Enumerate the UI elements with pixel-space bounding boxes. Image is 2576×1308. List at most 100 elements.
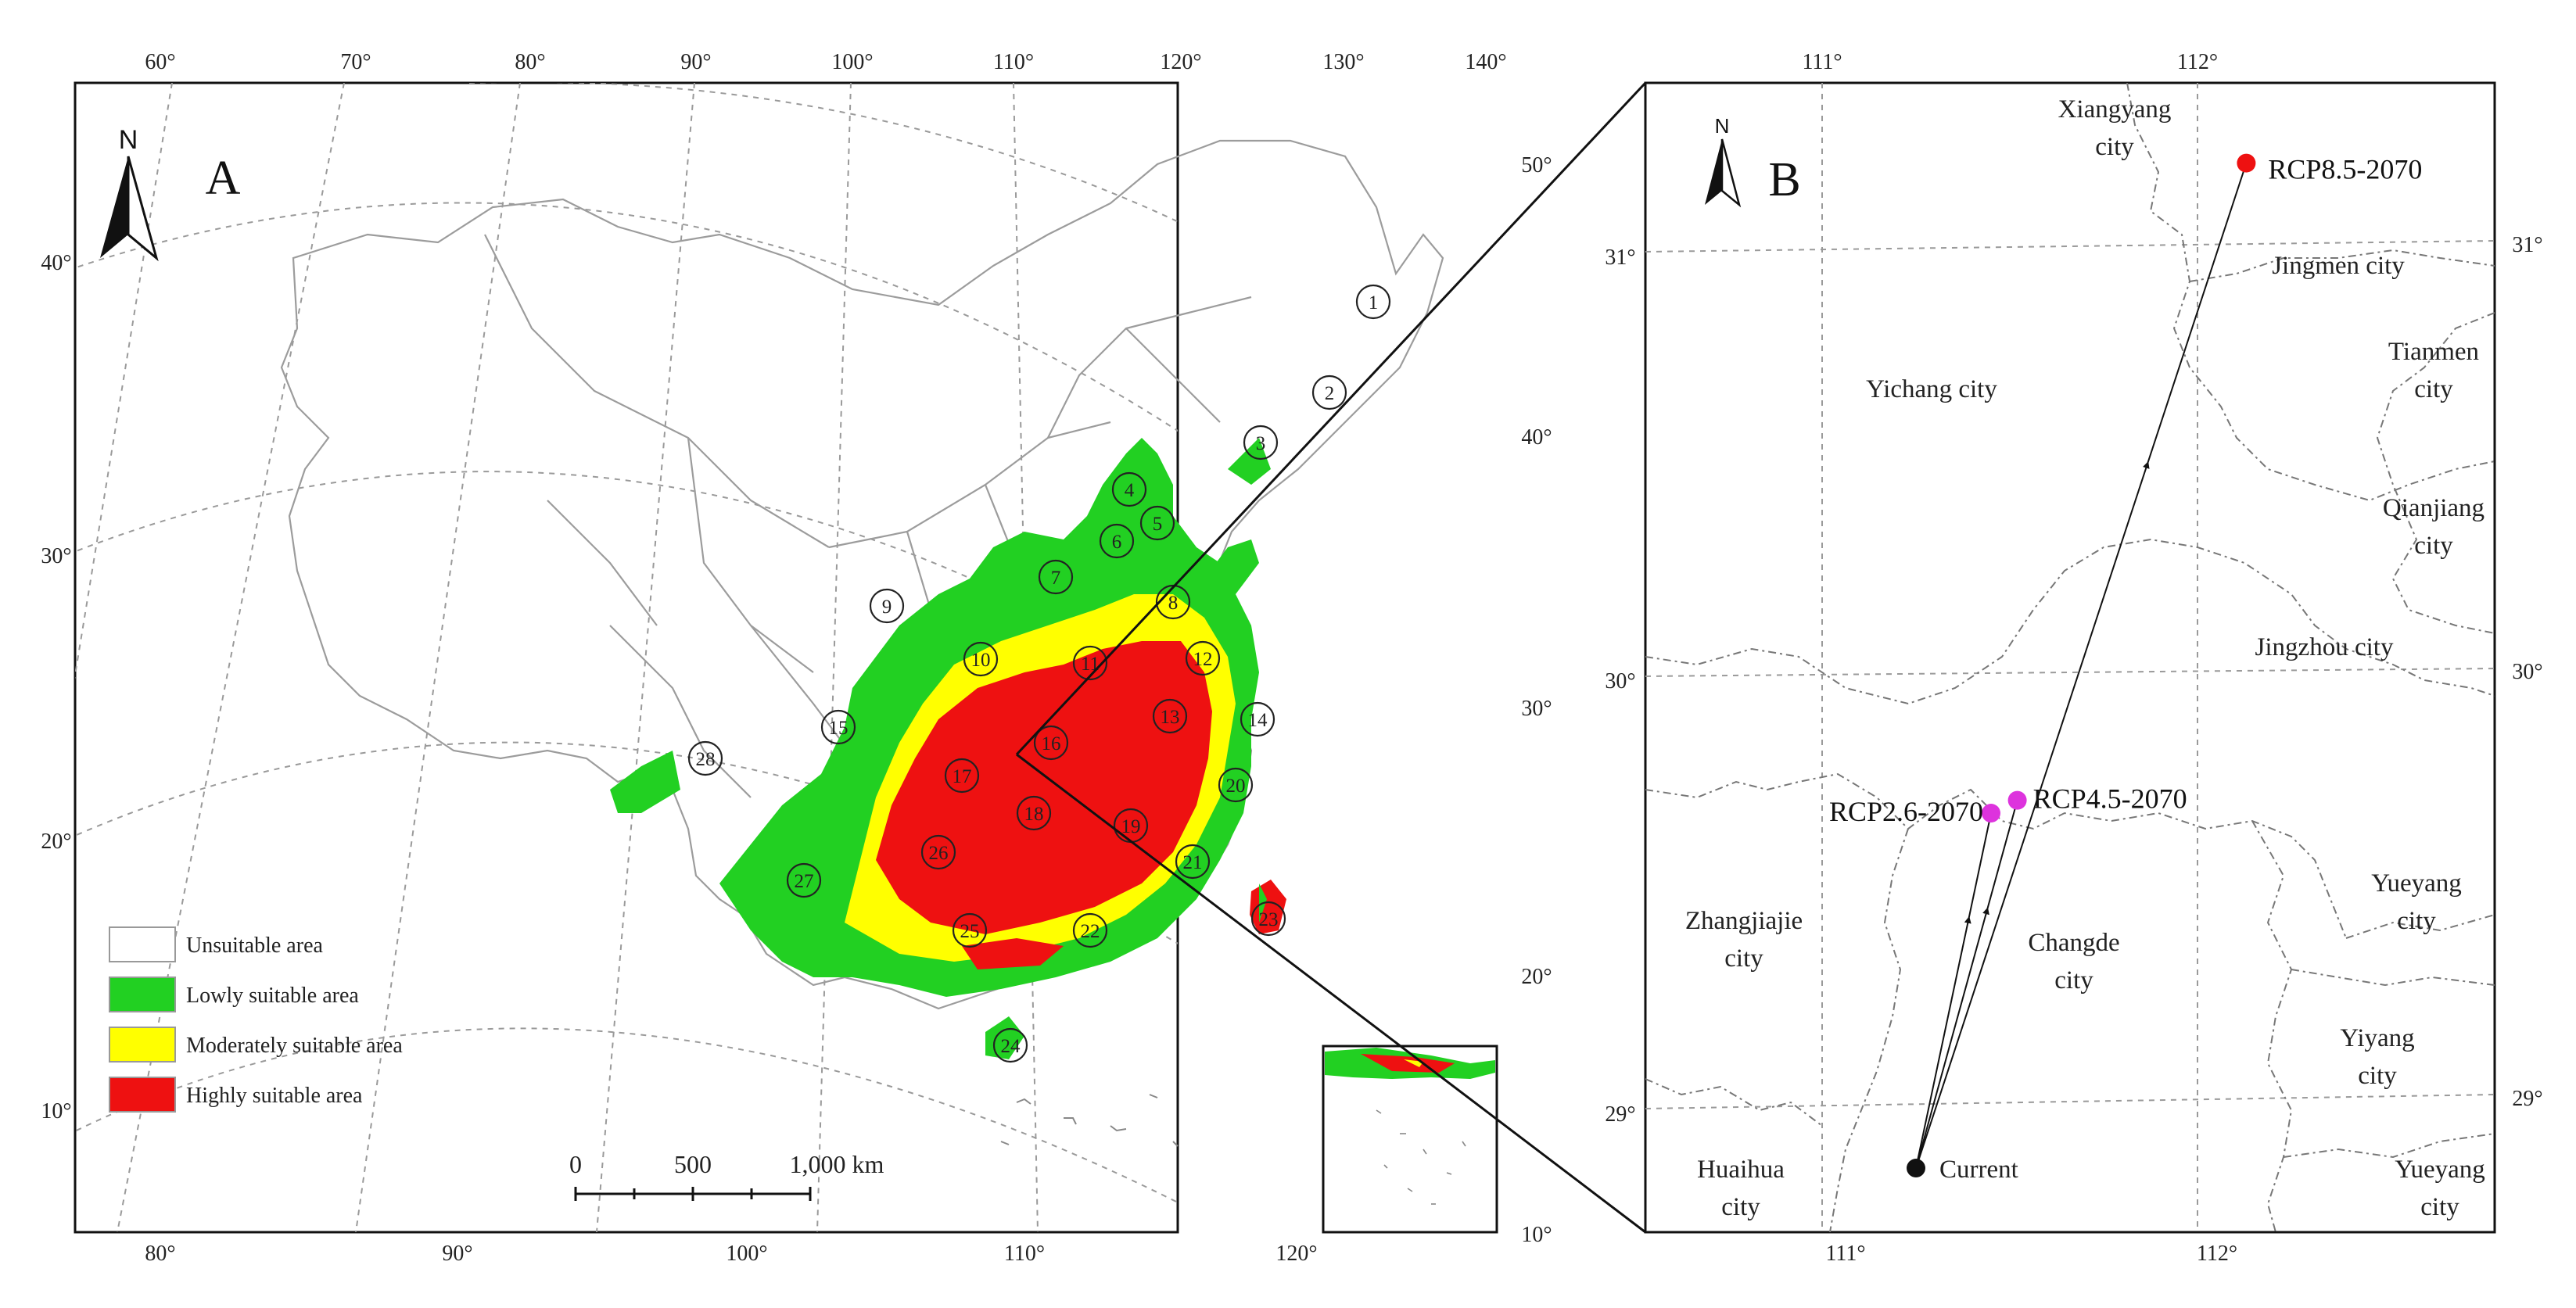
city-label-tianmen-suffix: city (2414, 375, 2453, 403)
site-circle (1240, 701, 1275, 737)
north-label-a: N (119, 125, 138, 155)
site-circle (1111, 471, 1147, 507)
lowly-suitable-zone (1204, 539, 1259, 594)
lon-ticks-b: 111° 112° 111° 112° (1802, 50, 2237, 1266)
site-circle (1311, 374, 1347, 410)
centroid-label: Current (1939, 1156, 2018, 1184)
city-label-yiyang: Yiyang (2340, 1024, 2414, 1052)
site-circle (1175, 844, 1211, 880)
site-number: 19 (1121, 816, 1141, 837)
lat-tick: 30° (1605, 669, 1635, 693)
site-marker-22: 22 (1072, 912, 1108, 948)
legend-swatch (109, 1027, 176, 1063)
site-circle (1072, 645, 1108, 681)
site-circle (1243, 425, 1279, 460)
legend-swatch (109, 977, 176, 1012)
site-number: 23 (1259, 909, 1279, 930)
lon-tick: 70° (340, 50, 371, 74)
scale-label-500: 500 (674, 1150, 712, 1178)
site-number: 25 (960, 921, 980, 942)
site-number: 15 (829, 718, 849, 739)
lon-tick: 120° (1275, 1242, 1317, 1266)
site-number: 26 (929, 843, 949, 864)
lon-tick: 100° (726, 1242, 767, 1266)
site-circle (1250, 901, 1286, 937)
site-number: 12 (1193, 649, 1213, 670)
site-marker-9: 9 (869, 588, 905, 624)
lon-tick: 140° (1465, 50, 1506, 74)
site-number: 20 (1226, 776, 1246, 797)
lat-tick: 40° (1521, 425, 1552, 450)
city-label-qianjiang-suffix: city (2414, 532, 2453, 560)
site-marker-12: 12 (1185, 640, 1221, 676)
site-marker-19: 19 (1113, 808, 1149, 844)
site-marker-8: 8 (1155, 584, 1191, 620)
city-label-changde: Changde (2028, 929, 2119, 957)
site-marker-18: 18 (1016, 795, 1052, 831)
lowly-suitable-zone (610, 751, 680, 813)
lon-ticks-bottom-a: 80° 90° 100° 110° 120° (145, 1242, 1317, 1266)
legend-label: Highly suitable area (186, 1084, 363, 1108)
site-circle (963, 641, 999, 677)
centroid-label: RCP8.5-2070 (2268, 154, 2422, 185)
lat-tick: 31° (1605, 245, 1635, 270)
site-marker-28: 28 (687, 740, 723, 776)
centroid-shift-line (1915, 163, 2248, 1169)
site-number: 9 (882, 597, 892, 618)
centroid-label: RCP4.5-2070 (2033, 783, 2187, 815)
site-marker-13: 13 (1152, 698, 1188, 734)
site-number: 16 (1042, 733, 1061, 754)
scale-bar: 0 500 1,000 km (569, 1150, 884, 1201)
lon-tick: 100° (831, 50, 873, 74)
site-marker-10: 10 (963, 641, 999, 677)
site-marker-15: 15 (820, 709, 856, 745)
site-circle (786, 862, 822, 898)
city-label-qianjiang: Qianjiang (2383, 494, 2485, 522)
highly-suitable-zone (1250, 880, 1286, 934)
lat-ticks-right-a: 50° 40° 30° 20° 10° (1521, 153, 1552, 1247)
site-marker-14: 14 (1240, 701, 1275, 737)
site-circle (1155, 584, 1191, 620)
site-marker-11: 11 (1072, 645, 1108, 681)
site-marker-26: 26 (920, 834, 956, 870)
panel-b-letter: B (1768, 153, 1800, 206)
city-label-yueyang-lower: Yueyang (2395, 1156, 2485, 1184)
scale-label-1000: 1,000 km (790, 1150, 884, 1178)
site-circle (820, 709, 856, 745)
site-circle (1355, 284, 1391, 320)
city-label-huaihua: Huaihua (1697, 1156, 1785, 1184)
lat-ticks-b: 31° 30° 29° 31° 30° 29° (1605, 233, 2542, 1127)
site-number: 4 (1125, 480, 1135, 501)
site-marker-25: 25 (952, 912, 988, 948)
site-marker-17: 17 (944, 758, 980, 794)
site-number: 2 (1325, 383, 1335, 404)
site-marker-23: 23 (1250, 901, 1286, 937)
city-label-yueyang-lower-suffix: city (2420, 1193, 2459, 1221)
lat-tick: 10° (1521, 1223, 1552, 1247)
site-circle (1033, 725, 1069, 761)
site-number: 13 (1161, 707, 1180, 728)
graticule-b (1645, 83, 2495, 1232)
city-label-yichang: Yichang city (1866, 375, 1997, 403)
highly-suitable-zone (876, 641, 1212, 934)
zoom-connector-lines (1015, 81, 1647, 1234)
lat-tick: 20° (1521, 965, 1552, 989)
site-marker-27: 27 (786, 862, 822, 898)
site-circle (920, 834, 956, 870)
site-number: 8 (1168, 593, 1179, 614)
city-label-xiangyang: Xiangyang (2058, 95, 2172, 124)
south-china-sea-inset (1322, 1045, 1498, 1234)
legend-entry: Highly suitable area (109, 1077, 363, 1113)
city-label-huaihua-suffix: city (1721, 1193, 1760, 1221)
site-number: 6 (1112, 532, 1122, 553)
lon-ticks-top-a: 60° 70° 80° 90° 100° 110° 120° 130° 140° (145, 50, 1506, 74)
site-circle (952, 912, 988, 948)
site-circle (1038, 559, 1074, 595)
lon-tick: 90° (680, 50, 711, 74)
site-circle (1218, 767, 1254, 803)
site-marker-16: 16 (1033, 725, 1069, 761)
panel-b-map: N B Xiangyang city Jingmen city Tianmen … (1605, 50, 2542, 1266)
lat-tick: 29° (1605, 1102, 1635, 1127)
site-marker-21: 21 (1175, 844, 1211, 880)
